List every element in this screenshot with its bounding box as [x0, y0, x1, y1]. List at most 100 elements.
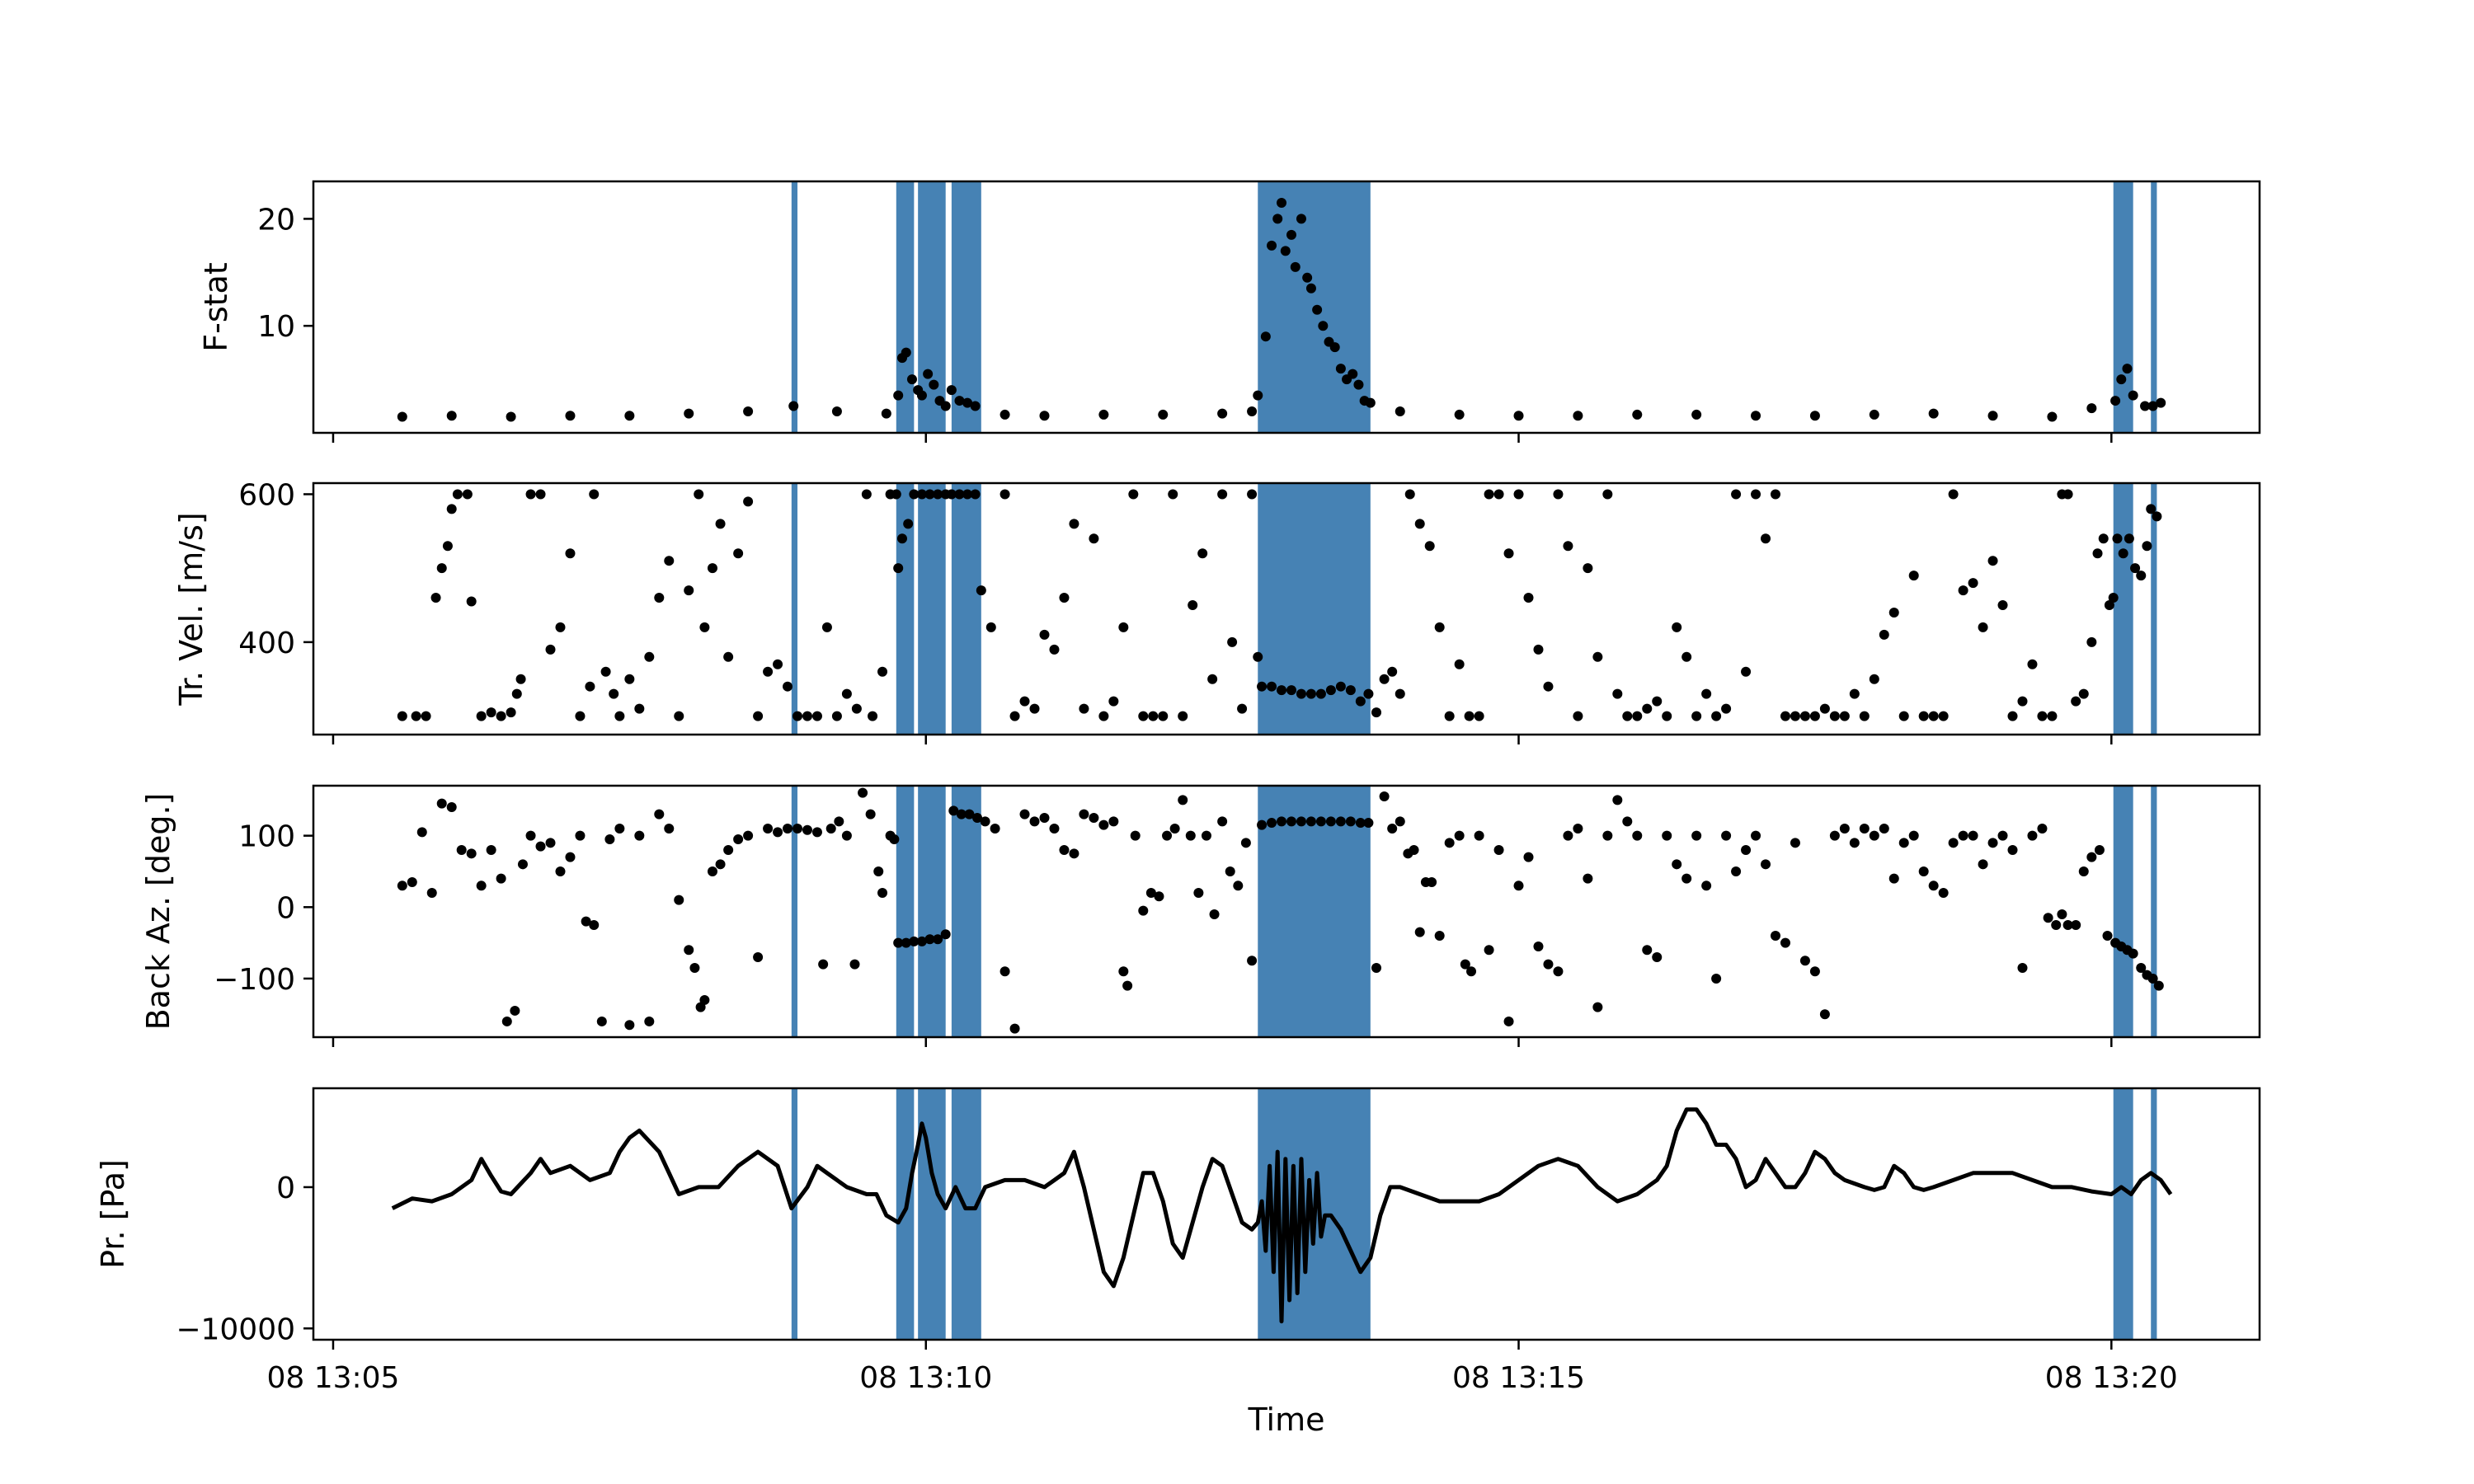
- data-point: [2007, 711, 2018, 721]
- data-point: [1948, 489, 1959, 500]
- data-point: [515, 674, 526, 684]
- data-point: [841, 830, 852, 841]
- data-point: [1197, 548, 1208, 559]
- data-point: [2062, 489, 2073, 500]
- data-point: [525, 489, 536, 500]
- data-point: [1563, 541, 1573, 552]
- data-point: [793, 823, 803, 834]
- data-point: [877, 666, 888, 677]
- data-point: [873, 866, 884, 876]
- data-point: [1958, 585, 1968, 596]
- data-point: [2007, 844, 2018, 855]
- data-point: [1592, 651, 1603, 662]
- data-point: [2078, 866, 2089, 876]
- data-point: [1484, 945, 1494, 956]
- data-point: [1819, 703, 1830, 714]
- detection-window: [2151, 181, 2157, 433]
- data-point: [1059, 844, 1070, 855]
- data-point: [2142, 541, 2152, 552]
- data-point: [1809, 411, 1820, 421]
- data-point: [1602, 830, 1613, 841]
- data-point: [1240, 838, 1251, 848]
- data-point: [1839, 711, 1850, 721]
- data-point: [1592, 1002, 1603, 1012]
- data-point: [684, 408, 694, 419]
- data-point: [486, 707, 496, 718]
- data-point: [1079, 703, 1089, 714]
- data-point: [2102, 930, 2113, 941]
- x-tick-label: 08 13:10: [859, 1361, 992, 1395]
- data-point: [2112, 533, 2123, 544]
- data-point: [1573, 823, 1583, 834]
- data-point: [2128, 390, 2138, 401]
- data-point: [1168, 489, 1178, 500]
- data-point: [1355, 696, 1366, 707]
- data-point: [980, 816, 990, 827]
- data-point: [555, 866, 566, 876]
- data-point: [1493, 489, 1504, 500]
- data-point: [1928, 881, 1939, 891]
- data-point: [600, 666, 611, 677]
- data-point: [1672, 859, 1682, 870]
- data-point: [1533, 941, 1544, 951]
- data-point: [1201, 830, 1211, 841]
- data-point: [1454, 659, 1465, 669]
- data-point: [1049, 644, 1060, 655]
- data-point: [1318, 321, 1329, 331]
- data-point: [1573, 411, 1583, 421]
- x-tick-label: 08 13:05: [266, 1361, 399, 1395]
- data-point: [1286, 816, 1296, 827]
- data-point: [496, 711, 506, 721]
- data-point: [1345, 685, 1356, 696]
- data-point: [397, 711, 407, 721]
- data-point: [1829, 830, 1840, 841]
- data-point: [506, 411, 516, 422]
- data-point: [575, 711, 586, 721]
- data-point: [1363, 688, 1374, 699]
- data-point: [699, 622, 710, 632]
- data-point: [802, 711, 812, 721]
- data-point: [893, 390, 904, 401]
- axes-frame: [312, 481, 2261, 736]
- y-tick-label: −100: [214, 963, 295, 997]
- data-point: [1253, 651, 1263, 662]
- data-point: [948, 805, 959, 816]
- data-point: [940, 929, 951, 940]
- data-point: [1681, 651, 1692, 662]
- data-point: [634, 830, 645, 841]
- data-point: [1158, 711, 1169, 721]
- data-point: [644, 651, 655, 662]
- data-point: [1315, 816, 1326, 827]
- data-point: [1371, 707, 1382, 718]
- data-point: [1217, 408, 1228, 419]
- data-point: [525, 830, 536, 841]
- data-point: [1302, 272, 1313, 283]
- data-point: [1523, 852, 1534, 862]
- data-point: [1642, 703, 1653, 714]
- data-point: [1731, 866, 1742, 876]
- axes-frame: [312, 1087, 2261, 1341]
- data-point: [821, 622, 832, 632]
- data-point: [2037, 711, 2048, 721]
- data-point: [1622, 816, 1633, 827]
- data-point: [2152, 511, 2162, 522]
- data-point: [1209, 909, 1220, 919]
- data-point: [436, 798, 447, 809]
- axes-frame: [312, 784, 2261, 1039]
- data-point: [1286, 229, 1296, 240]
- data-point: [1371, 962, 1382, 973]
- data-point: [763, 666, 774, 677]
- data-point: [1049, 823, 1060, 834]
- data-point: [2128, 948, 2138, 959]
- data-point: [436, 563, 447, 574]
- data-point: [397, 881, 407, 891]
- data-point: [962, 397, 973, 408]
- data-point: [575, 830, 586, 841]
- data-point: [555, 622, 566, 632]
- data-point: [1296, 214, 1306, 224]
- data-point: [1958, 830, 1968, 841]
- data-point: [1731, 489, 1742, 500]
- data-point: [1128, 489, 1139, 500]
- data-point: [999, 409, 1010, 420]
- data-point: [2110, 396, 2121, 406]
